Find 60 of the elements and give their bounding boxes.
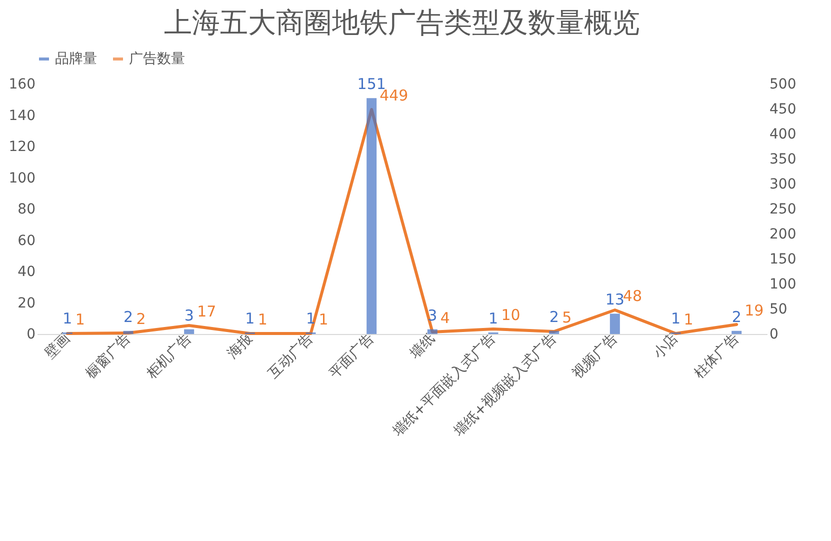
bar <box>610 314 620 334</box>
data-label: 48 <box>622 287 642 305</box>
y2-tick-label: 150 <box>770 252 796 268</box>
data-label: 1 <box>684 310 694 328</box>
bar <box>427 329 438 334</box>
y-tick-label: 160 <box>8 76 36 92</box>
data-label: 1 <box>258 310 268 328</box>
y2-tick-label: 300 <box>770 176 796 192</box>
data-label: 1 <box>62 309 72 328</box>
bar <box>366 98 377 334</box>
y-tick-label: 40 <box>18 264 36 280</box>
data-label: 13 <box>605 290 624 309</box>
data-label: 1 <box>488 309 498 328</box>
data-label: 2 <box>732 308 742 326</box>
y2-tick-label: 100 <box>770 276 796 292</box>
y2-tick-label: 0 <box>770 326 778 342</box>
data-label: 10 <box>501 306 520 324</box>
y-tick-label: 20 <box>18 295 36 312</box>
x-tick-label: 小店 <box>650 330 682 362</box>
x-tick-label: 柱体广告 <box>691 330 742 382</box>
y2-tick-label: 350 <box>770 152 796 168</box>
y-tick-label: 60 <box>18 232 36 249</box>
data-label: 17 <box>197 302 216 320</box>
y2-tick-label: 450 <box>770 102 796 118</box>
y2-tick-label: 500 <box>770 76 796 92</box>
x-tick-label: 互动广告 <box>265 330 316 382</box>
x-tick-label: 橱窗广告 <box>82 330 134 382</box>
y-tick-label: 100 <box>8 170 36 186</box>
y-tick-label: 120 <box>8 139 36 155</box>
x-tick-label: 柜机广告 <box>143 330 195 382</box>
data-label: 2 <box>136 310 146 328</box>
bar <box>732 330 742 334</box>
chart-title: 上海五大商圈地铁广告类型及数量概览 <box>164 6 640 39</box>
bar <box>549 330 560 334</box>
x-tick-label: 视频广告 <box>570 330 621 382</box>
y-tick-label: 140 <box>8 108 36 124</box>
x-tick-label: 平面广告 <box>326 330 378 382</box>
data-label: 3 <box>184 306 194 324</box>
y-tick-label: 0 <box>26 326 36 342</box>
legend-label: 品牌量 <box>55 51 97 67</box>
data-label: 4 <box>440 309 450 327</box>
data-label: 1 <box>245 309 255 328</box>
y2-tick-label: 400 <box>770 126 796 142</box>
data-label: 2 <box>549 308 559 326</box>
legend-label: 广告数量 <box>129 51 185 67</box>
data-label: 1 <box>75 310 85 328</box>
bar <box>123 330 134 334</box>
y2-tick-label: 50 <box>770 302 788 318</box>
data-label: 1 <box>670 309 681 328</box>
x-tick-label: 壁画 <box>42 330 74 362</box>
data-label: 2 <box>123 308 134 326</box>
x-tick-label: 墙纸 <box>406 330 438 363</box>
data-label: 5 <box>562 308 572 326</box>
data-label: 1 <box>318 310 328 328</box>
bar <box>184 329 194 334</box>
y2-tick-label: 250 <box>770 202 796 218</box>
y2-tick-label: 200 <box>770 226 796 242</box>
y-tick-label: 80 <box>18 202 36 218</box>
data-label: 19 <box>744 302 764 320</box>
data-label: 3 <box>428 306 438 324</box>
